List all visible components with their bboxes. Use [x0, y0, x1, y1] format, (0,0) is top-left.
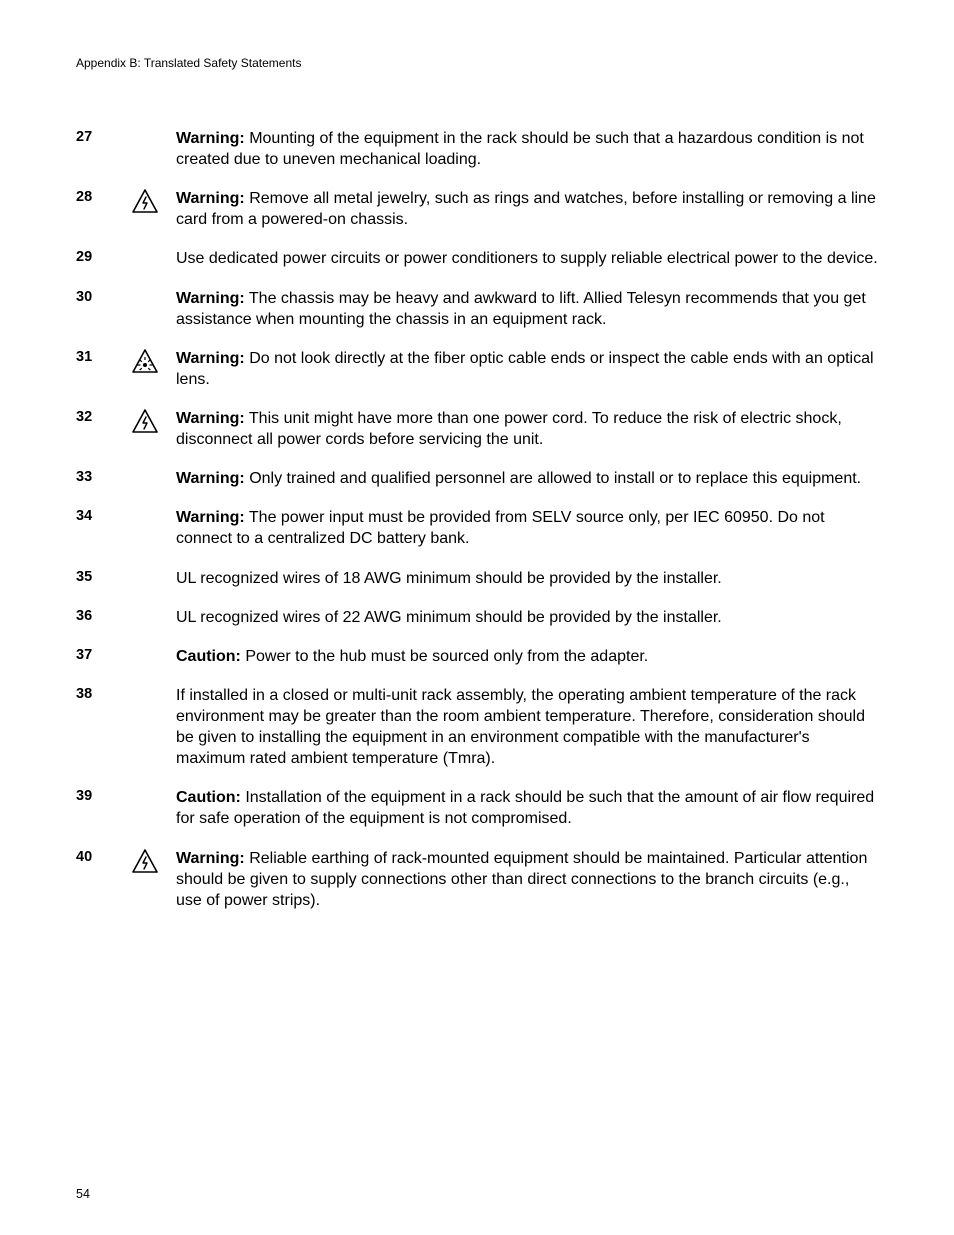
statement-text: Power to the hub must be sourced only fr… [245, 648, 648, 665]
statement-body: Warning: This unit might have more than … [176, 408, 878, 450]
statement-icon-cell [132, 248, 176, 249]
statement-text: UL recognized wires of 22 AWG minimum sh… [176, 609, 722, 626]
statement-number: 31 [76, 348, 132, 368]
statement-text: Remove all metal jewelry, such as rings … [176, 190, 876, 228]
statement-label: Warning: [176, 130, 245, 147]
statement-number: 32 [76, 408, 132, 428]
statement-text: Use dedicated power circuits or power co… [176, 250, 878, 267]
statement-number: 38 [76, 685, 132, 705]
page-number: 54 [76, 1187, 90, 1201]
statement-row: 32 Warning: This unit might have more tha… [76, 408, 878, 450]
statement-label: Warning: [176, 850, 245, 867]
statement-number: 39 [76, 787, 132, 807]
statement-number: 27 [76, 128, 132, 148]
statement-row: 39 Caution: Installation of the equipment… [76, 787, 878, 829]
statement-number: 29 [76, 248, 132, 268]
statement-label: Warning: [176, 350, 245, 367]
statement-body: UL recognized wires of 22 AWG minimum sh… [176, 607, 878, 628]
statement-icon-cell [132, 607, 176, 608]
statement-text: The chassis may be heavy and awkward to … [176, 290, 866, 328]
statement-label: Warning: [176, 470, 245, 487]
statement-label: Warning: [176, 410, 245, 427]
statement-body: Caution: Power to the hub must be source… [176, 646, 878, 667]
statement-row: 29 Use dedicated power circuits or power … [76, 248, 878, 269]
statement-row: 30 Warning: The chassis may be heavy and … [76, 288, 878, 330]
statement-text: Mounting of the equipment in the rack sh… [176, 130, 864, 168]
statement-body: If installed in a closed or multi-unit r… [176, 685, 878, 769]
statement-text: Reliable earthing of rack-mounted equipm… [176, 850, 867, 909]
statement-label: Caution: [176, 648, 241, 665]
statement-body: Warning: Remove all metal jewelry, such … [176, 188, 878, 230]
statement-icon-cell [132, 568, 176, 569]
page-header: Appendix B: Translated Safety Statements [76, 56, 878, 70]
statement-icon-cell [132, 128, 176, 129]
statement-body: Warning: Only trained and qualified pers… [176, 468, 878, 489]
shock-hazard-icon [132, 849, 158, 873]
statement-number: 28 [76, 188, 132, 208]
statement-label: Warning: [176, 190, 245, 207]
document-page: Appendix B: Translated Safety Statements… [0, 0, 954, 1235]
statement-text: This unit might have more than one power… [176, 410, 842, 448]
statement-icon-cell [132, 787, 176, 788]
statement-row: 40 Warning: Reliable earthing of rack-mou… [76, 848, 878, 911]
statement-text: If installed in a closed or multi-unit r… [176, 687, 865, 767]
statement-row: 31 Warning: Do not look directly at the f… [76, 348, 878, 390]
statement-row: 34 Warning: The power input must be provi… [76, 507, 878, 549]
statement-body: UL recognized wires of 18 AWG minimum sh… [176, 568, 878, 589]
statement-number: 34 [76, 507, 132, 527]
statement-row: 27 Warning: Mounting of the equipment in … [76, 128, 878, 170]
statement-body: Warning: The chassis may be heavy and aw… [176, 288, 878, 330]
statement-number: 40 [76, 848, 132, 868]
statement-icon-cell [132, 348, 176, 373]
statement-icon-cell [132, 507, 176, 508]
statements-list: 27 Warning: Mounting of the equipment in … [76, 128, 878, 911]
statement-label: Caution: [176, 789, 241, 806]
shock-hazard-icon [132, 189, 158, 213]
statement-body: Use dedicated power circuits or power co… [176, 248, 878, 269]
statement-body: Warning: Reliable earthing of rack-mount… [176, 848, 878, 911]
statement-row: 37 Caution: Power to the hub must be sour… [76, 646, 878, 667]
statement-number: 35 [76, 568, 132, 588]
statement-icon-cell [132, 685, 176, 686]
statement-body: Warning: Mounting of the equipment in th… [176, 128, 878, 170]
statement-text: Only trained and qualified personnel are… [249, 470, 861, 487]
statement-body: Warning: Do not look directly at the fib… [176, 348, 878, 390]
statement-number: 37 [76, 646, 132, 666]
statement-row: 36 UL recognized wires of 22 AWG minimum … [76, 607, 878, 628]
statement-label: Warning: [176, 509, 245, 526]
statement-label: Warning: [176, 290, 245, 307]
statement-icon-cell [132, 646, 176, 647]
statement-text: Installation of the equipment in a rack … [176, 789, 874, 827]
statement-number: 36 [76, 607, 132, 627]
statement-number: 33 [76, 468, 132, 488]
statement-icon-cell [132, 468, 176, 469]
statement-row: 38 If installed in a closed or multi-unit… [76, 685, 878, 769]
statement-row: 33 Warning: Only trained and qualified pe… [76, 468, 878, 489]
statement-number: 30 [76, 288, 132, 308]
statement-icon-cell [132, 848, 176, 873]
laser-hazard-icon [132, 349, 158, 373]
statement-text: UL recognized wires of 18 AWG minimum sh… [176, 570, 722, 587]
statement-icon-cell [132, 288, 176, 289]
statement-row: 35 UL recognized wires of 18 AWG minimum … [76, 568, 878, 589]
shock-hazard-icon [132, 409, 158, 433]
statement-text: Do not look directly at the fiber optic … [176, 350, 874, 388]
statement-text: The power input must be provided from SE… [176, 509, 825, 547]
statement-body: Warning: The power input must be provide… [176, 507, 878, 549]
statement-body: Caution: Installation of the equipment i… [176, 787, 878, 829]
statement-row: 28 Warning: Remove all metal jewelry, suc… [76, 188, 878, 230]
statement-icon-cell [132, 408, 176, 433]
statement-icon-cell [132, 188, 176, 213]
